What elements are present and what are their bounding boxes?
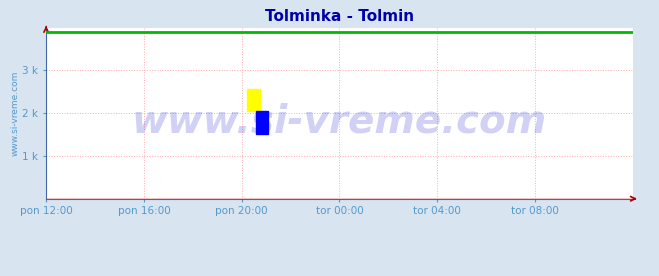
Text: www.si-vreme.com: www.si-vreme.com <box>132 103 547 141</box>
FancyBboxPatch shape <box>247 89 260 112</box>
Title: Tolminka - Tolmin: Tolminka - Tolmin <box>265 9 414 24</box>
Y-axis label: www.si-vreme.com: www.si-vreme.com <box>11 70 20 156</box>
FancyBboxPatch shape <box>256 112 268 134</box>
